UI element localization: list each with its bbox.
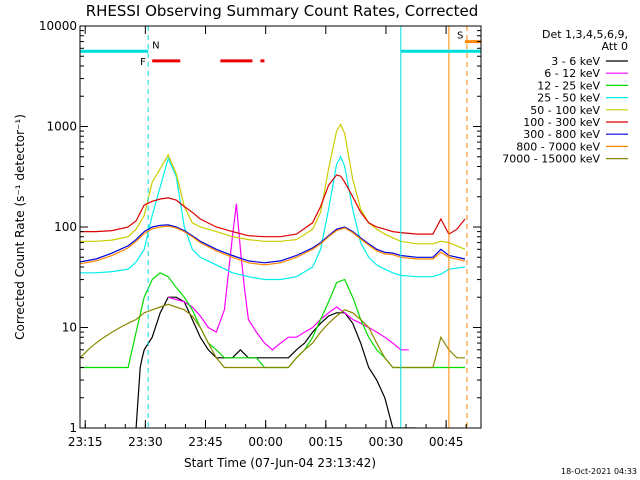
x-tick-label-0: 23:15 — [68, 435, 103, 449]
legend-label-1: 6 - 12 keV — [544, 67, 600, 80]
legend-label-5: 100 - 300 keV — [523, 116, 600, 129]
y-tick-label-0: 1 — [69, 421, 77, 435]
y-tick-label-3: 1000 — [46, 120, 77, 134]
series-line-4 — [80, 123, 466, 250]
legend-label-8: 7000 - 15000 keV — [502, 153, 600, 166]
y-axis: 1 10 100 1000 10000 — [39, 19, 481, 435]
x-tick-label-4: 00:15 — [309, 435, 344, 449]
x-axis: 23:15 23:30 23:45 00:00 00:15 00:30 00:45 — [68, 26, 467, 449]
x-tick-label-1: 23:30 — [128, 435, 163, 449]
legend-label-0: 3 - 6 keV — [551, 55, 600, 68]
timestamp: 18-Oct-2021 04:33 — [561, 467, 637, 476]
series-line-5 — [80, 174, 466, 238]
series-line-6 — [80, 224, 466, 264]
series-line-7 — [80, 225, 466, 266]
plot-area — [80, 26, 481, 428]
x-tick-label-3: 00:00 — [248, 435, 283, 449]
legend-label-4: 50 - 100 keV — [530, 104, 600, 117]
legend-label-2: 12 - 25 keV — [537, 79, 600, 92]
y-tick-label-4: 10000 — [39, 19, 77, 33]
x-axis-label: Start Time (07-Jun-04 23:13:42) — [184, 456, 376, 470]
annotation-label-3: F — [140, 57, 146, 68]
y-tick-label-1: 10 — [62, 321, 77, 335]
legend-header-1: Att 0 — [602, 40, 628, 53]
legend-header-0: Det 1,3,4,5,6,9, — [542, 28, 628, 41]
series-line-3 — [80, 155, 466, 281]
legend-label-6: 300 - 800 keV — [523, 128, 600, 141]
chart-title: RHESSI Observing Summary Count Rates, Co… — [86, 2, 479, 20]
legend-label-7: 800 - 7000 keV — [516, 140, 600, 153]
x-tick-label-5: 00:30 — [369, 435, 404, 449]
annotation-label-2: S — [457, 31, 463, 42]
y-tick-label-2: 100 — [54, 220, 77, 234]
x-tick-label-2: 23:45 — [188, 435, 223, 449]
series-line-8 — [80, 303, 465, 369]
legend-label-3: 25 - 50 keV — [537, 92, 600, 105]
x-tick-label-6: 00:45 — [429, 435, 464, 449]
series-line-1 — [168, 203, 409, 351]
y-axis-label: Corrected Count Rate (s⁻¹ detector⁻¹) — [13, 114, 27, 340]
annotation-label-0: N — [152, 40, 159, 51]
